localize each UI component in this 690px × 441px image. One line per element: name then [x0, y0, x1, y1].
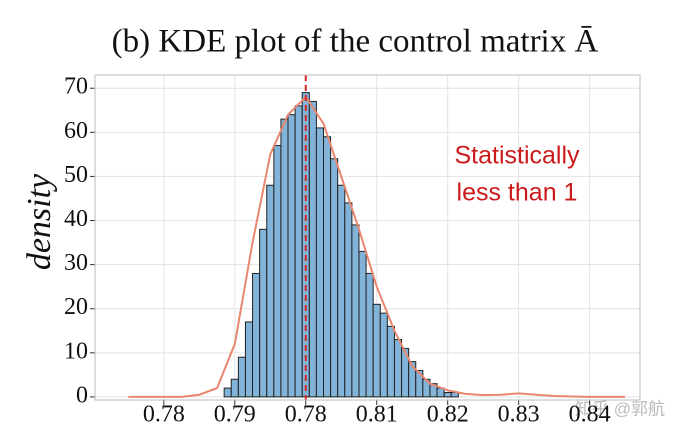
bar: [379, 312, 388, 398]
bar: [223, 387, 232, 398]
x-tick-label: 0.78: [143, 402, 185, 428]
bar: [273, 145, 282, 398]
bar: [365, 272, 374, 398]
bar: [230, 378, 239, 398]
annotation: Statistically: [454, 142, 580, 170]
bar: [344, 202, 353, 398]
bar: [237, 356, 246, 398]
kde-line: [128, 95, 626, 398]
bar: [252, 272, 261, 398]
plot-frame: [94, 74, 641, 401]
bar: [386, 325, 395, 398]
bar: [393, 339, 403, 398]
bar: [337, 184, 346, 398]
bar: [294, 105, 303, 398]
y-tick-label: 10: [64, 338, 88, 364]
bar: [372, 303, 381, 398]
bar: [308, 100, 317, 398]
y-tick-label: 0: [76, 382, 88, 408]
x-tick-label: 0.78: [285, 402, 327, 428]
y-tick-label: 40: [64, 206, 88, 232]
chart-title: (b) KDE plot of the control matrix Ā: [112, 24, 599, 60]
watermark: 知乎 @郭航: [575, 399, 665, 418]
bar: [244, 321, 254, 398]
bar: [443, 392, 452, 398]
bar: [330, 158, 339, 398]
bar: [323, 136, 332, 398]
annotation: less than 1: [457, 179, 578, 207]
x-tick-label: 0.79: [214, 402, 256, 428]
y-tick-label: 70: [64, 74, 88, 100]
x-tick-label: 0.81: [356, 402, 398, 428]
bar: [315, 127, 325, 398]
bar: [287, 114, 296, 398]
x-tick-label: 0.84: [569, 402, 611, 428]
y-axis-label: density: [21, 173, 58, 270]
bar: [266, 184, 275, 398]
y-tick-label: 30: [64, 250, 88, 276]
bar: [259, 228, 268, 398]
y-tick-label: 50: [64, 162, 88, 188]
bar: [351, 224, 360, 398]
x-tick-label: 0.83: [498, 402, 540, 428]
y-tick-label: 60: [64, 118, 88, 144]
bar: [280, 118, 289, 398]
y-tick-label: 20: [64, 294, 88, 320]
bar: [358, 250, 367, 398]
x-tick-label: 0.82: [427, 402, 469, 428]
